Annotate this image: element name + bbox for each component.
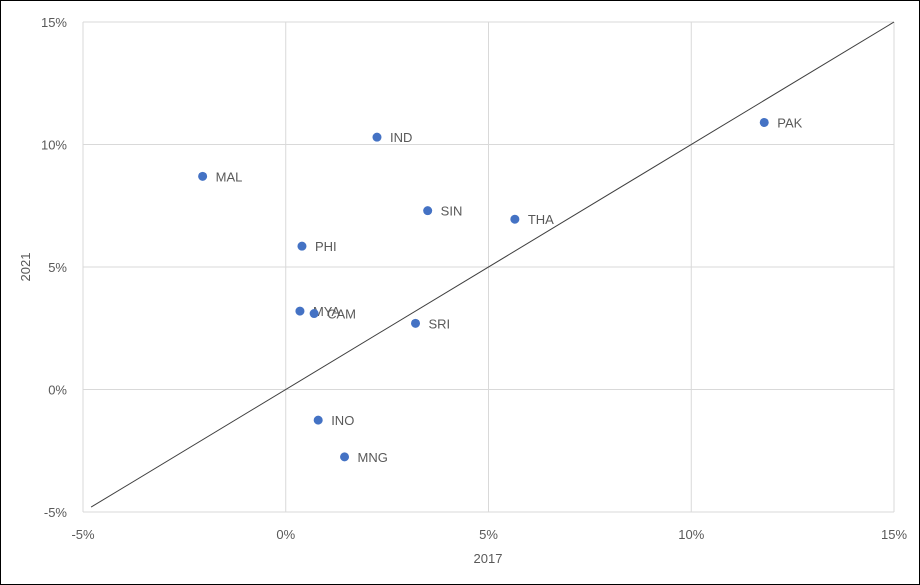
x-tick-label: 5%	[479, 527, 498, 542]
y-tick-label: 5%	[48, 260, 67, 275]
point-label: SRI	[429, 316, 451, 331]
y-axis-title: 2021	[18, 253, 33, 282]
point-label: PAK	[777, 115, 802, 130]
x-tick-label: 0%	[276, 527, 295, 542]
diagonal-line	[90, 21, 895, 508]
data-point	[759, 117, 769, 127]
point-label: PHI	[315, 239, 337, 254]
y-tick-label: -5%	[44, 505, 68, 520]
data-point	[313, 415, 323, 425]
data-point	[198, 171, 208, 181]
data-point	[423, 206, 433, 216]
x-axis-ticks: -5% 0% 5% 10% 15%	[71, 527, 907, 542]
data-point	[340, 452, 350, 462]
point-label: MYA	[313, 304, 341, 319]
point-label: MNG	[358, 450, 388, 465]
y-tick-label: 0%	[48, 383, 67, 398]
point-label: INO	[331, 413, 354, 428]
x-axis-title: 2017	[474, 551, 503, 566]
data-point	[297, 241, 307, 251]
point-label: CAM	[327, 307, 356, 322]
y-tick-label: 10%	[41, 138, 67, 153]
data-point	[411, 318, 421, 328]
point-label: THA	[528, 212, 554, 227]
x-tick-label: -5%	[71, 527, 95, 542]
data-point	[309, 309, 319, 319]
reference-line	[90, 21, 895, 508]
x-tick-label: 15%	[881, 527, 907, 542]
y-axis-ticks: -5% 0% 5% 10% 15%	[41, 15, 67, 520]
point-label: MAL	[216, 169, 243, 184]
point-label: IND	[390, 130, 412, 145]
data-point	[372, 132, 382, 142]
y-tick-label: 15%	[41, 15, 67, 30]
point-label: SIN	[441, 204, 463, 219]
x-tick-label: 10%	[678, 527, 704, 542]
data-point	[510, 214, 520, 224]
data-point	[295, 306, 305, 316]
